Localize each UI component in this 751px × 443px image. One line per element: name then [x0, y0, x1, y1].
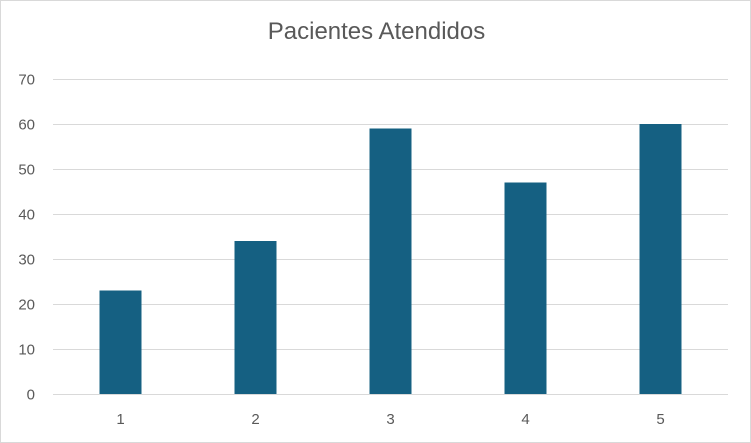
bar-4 — [504, 182, 547, 394]
bars — [99, 124, 682, 394]
y-tick-label: 30 — [18, 252, 35, 269]
x-tick-label: 2 — [251, 411, 259, 428]
y-tick-label: 10 — [18, 342, 35, 359]
y-tick-label: 60 — [18, 117, 35, 134]
x-tick-label: 5 — [656, 411, 664, 428]
x-tick-label: 4 — [521, 411, 529, 428]
bar-5 — [639, 124, 682, 394]
x-tick-label: 1 — [116, 411, 124, 428]
bar-2 — [234, 241, 277, 394]
chart-title: Pacientes Atendidos — [267, 18, 486, 45]
y-tick-label: 0 — [27, 387, 35, 404]
y-tick-label: 50 — [18, 162, 35, 179]
y-tick-label: 20 — [18, 297, 35, 314]
x-tick-label: 3 — [386, 411, 394, 428]
y-tick-label: 40 — [18, 207, 35, 224]
bar-1 — [99, 290, 142, 394]
y-axis-ticks: 0 10 20 30 40 50 60 70 — [18, 72, 35, 404]
bar-3 — [369, 128, 412, 394]
x-axis-ticks: 1 2 3 4 5 — [116, 411, 664, 428]
y-tick-label: 70 — [18, 72, 35, 89]
